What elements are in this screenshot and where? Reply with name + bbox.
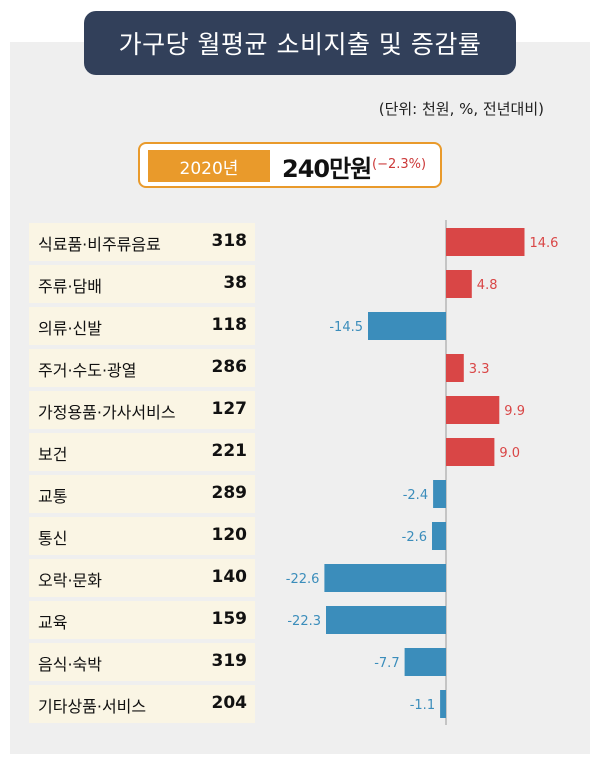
category-label: 교통 [38,487,68,506]
bar-4 [446,396,500,424]
bar-value-label-3: 3.3 [469,362,490,377]
category-row: 주거·수도·광열 286 [29,349,255,387]
bar-value-label-10: -7.7 [374,656,399,671]
category-label: 주거·수도·광열 [38,361,137,380]
category-row: 보건 221 [29,433,255,471]
category-row: 가정용품·가사서비스 127 [29,391,255,429]
category-label: 교육 [38,613,68,632]
bar-value-label-2: -14.5 [329,320,363,335]
unit-note: (단위: 천원, %, 전년대비) [378,100,544,118]
category-label: 음식·숙박 [38,655,102,674]
bar-9 [326,606,446,634]
bar-7 [432,522,446,550]
category-amount: 289 [211,483,248,503]
category-row: 오락·문화 140 [29,559,255,597]
category-amount: 38 [223,273,247,293]
category-amount: 118 [211,315,248,335]
total-summary: 2020년 240만원 (−2.3%) [138,142,442,188]
bar-chart: 14.6 4.8 -14.5 3.3 9.9 9.0 -2.4 -2.6 -22.6 -22.3 -… [286,220,559,725]
category-label: 통신 [38,529,68,548]
bar-11 [440,690,446,718]
category-row: 통신 120 [29,517,255,555]
category-label: 의류·신발 [38,319,102,338]
bar-10 [404,648,446,676]
bar-value-label-9: -22.3 [287,614,321,629]
bar-6 [433,480,446,508]
category-amount: 286 [211,357,248,377]
bar-value-label-1: 4.8 [477,278,498,293]
total-change: (−2.3%) [372,157,427,172]
bar-value-label-5: 9.0 [499,446,520,461]
bar-2 [368,312,446,340]
category-amount: 319 [211,651,248,671]
bar-8 [324,564,446,592]
category-label: 가정용품·가사서비스 [38,403,176,422]
category-label: 기타상품·서비스 [38,697,147,716]
bar-0 [446,228,525,256]
bar-5 [446,438,495,466]
bar-value-label-11: -1.1 [410,698,435,713]
chart-title: 가구당 월평균 소비지출 및 증감률 [118,30,482,59]
category-row: 기타상품·서비스 204 [29,685,255,723]
category-amount: 127 [211,399,248,419]
category-label: 식료품·비주류음료 [38,235,161,254]
bar-value-label-8: -22.6 [286,572,320,587]
category-row: 교통 289 [29,475,255,513]
bar-1 [446,270,472,298]
bar-value-label-7: -2.6 [402,530,427,545]
category-label: 오락·문화 [38,571,102,590]
bar-value-label-0: 14.6 [530,236,559,251]
category-amount: 159 [211,609,248,629]
category-row: 의류·신발 118 [29,307,255,345]
category-amount: 140 [211,567,248,587]
category-row: 교육 159 [29,601,255,639]
bar-3 [446,354,464,382]
total-year-badge: 2020년 [148,150,270,182]
total-amount: 240만원 [282,155,372,183]
chart-title-box: 가구당 월평균 소비지출 및 증감률 [84,11,516,75]
bar-value-label-4: 9.9 [504,404,525,419]
category-label: 주류·담배 [38,277,102,296]
category-row: 식료품·비주류음료 318 [29,223,255,261]
category-amount: 120 [211,525,248,545]
bar-value-label-6: -2.4 [403,488,428,503]
category-amount: 318 [211,231,248,251]
category-row: 주류·담배 38 [29,265,255,303]
category-amount: 204 [211,693,248,713]
category-label: 보건 [38,445,68,464]
category-row: 음식·숙박 319 [29,643,255,681]
category-amount: 221 [211,441,248,461]
